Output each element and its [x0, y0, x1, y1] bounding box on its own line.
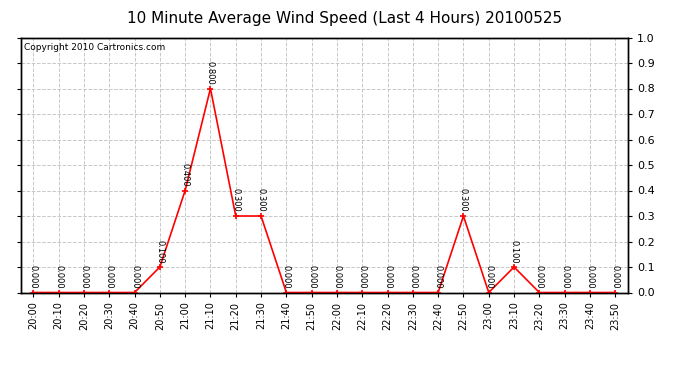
Text: 0.300: 0.300	[231, 188, 240, 212]
Text: 0.000: 0.000	[357, 265, 367, 289]
Text: 0.000: 0.000	[29, 265, 38, 289]
Text: 0.100: 0.100	[155, 240, 164, 263]
Text: 0.000: 0.000	[560, 265, 569, 289]
Text: 0.300: 0.300	[257, 188, 266, 212]
Text: 0.000: 0.000	[333, 265, 342, 289]
Text: 0.800: 0.800	[206, 61, 215, 85]
Text: 0.000: 0.000	[282, 265, 291, 289]
Text: 10 Minute Average Wind Speed (Last 4 Hours) 20100525: 10 Minute Average Wind Speed (Last 4 Hou…	[128, 11, 562, 26]
Text: 0.000: 0.000	[307, 265, 316, 289]
Text: 0.000: 0.000	[105, 265, 114, 289]
Text: 0.000: 0.000	[383, 265, 392, 289]
Text: 0.000: 0.000	[408, 265, 417, 289]
Text: 0.100: 0.100	[509, 240, 519, 263]
Text: 0.000: 0.000	[433, 265, 443, 289]
Text: 0.000: 0.000	[79, 265, 88, 289]
Text: 0.000: 0.000	[585, 265, 595, 289]
Text: 0.000: 0.000	[611, 265, 620, 289]
Text: 0.000: 0.000	[54, 265, 63, 289]
Text: 0.000: 0.000	[130, 265, 139, 289]
Text: Copyright 2010 Cartronics.com: Copyright 2010 Cartronics.com	[23, 43, 165, 52]
Text: 0.400: 0.400	[181, 163, 190, 187]
Text: 0.300: 0.300	[459, 188, 468, 212]
Text: 0.000: 0.000	[535, 265, 544, 289]
Text: 0.000: 0.000	[484, 265, 493, 289]
